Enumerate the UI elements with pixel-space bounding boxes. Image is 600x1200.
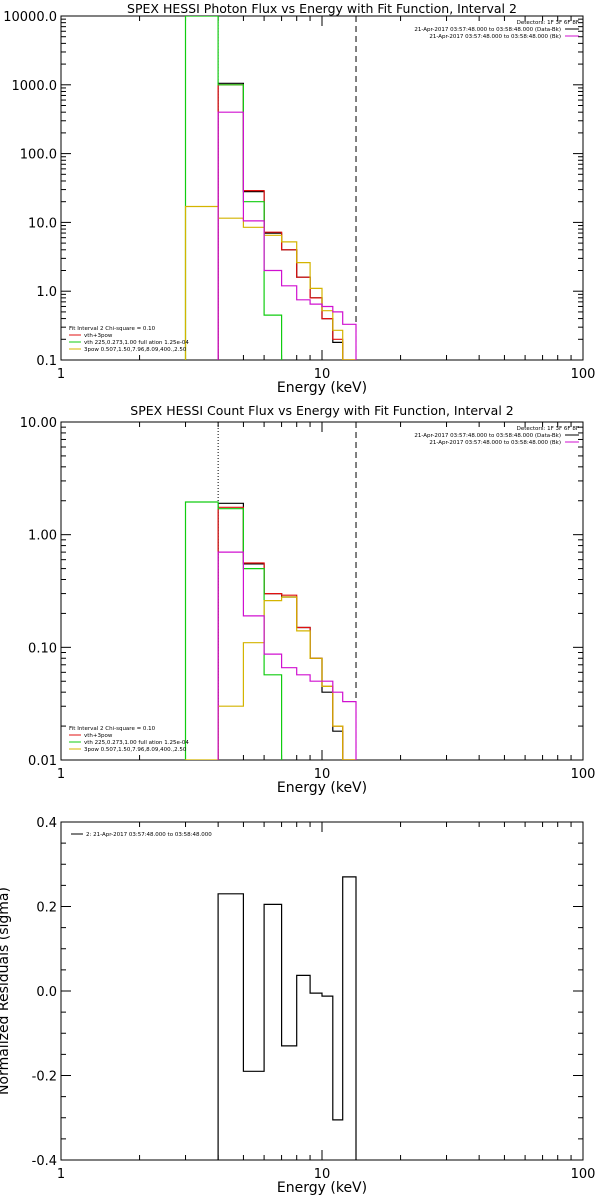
y-axis-label: Normalized Residuals (sigma) xyxy=(0,887,12,1095)
legend-entry-label: 21-Apr-2017 03:57:48.000 to 03:58:48.000… xyxy=(429,34,561,40)
fit-legend-label: vth 225,0.273,1.00 full ation 1.25e-04 xyxy=(84,340,189,346)
legend-header: Detectors: 1F 3F 6F 8F xyxy=(517,20,579,26)
series-line-bk xyxy=(217,551,357,760)
legend-entry-label: 21-Apr-2017 03:57:48.000 to 03:58:48.000… xyxy=(414,27,561,33)
plot-frame xyxy=(60,821,584,1161)
y-tick-label: 1000.0 xyxy=(12,79,58,94)
x-tick-label: 1 xyxy=(57,367,65,382)
series-line-bk xyxy=(217,111,357,360)
fit-legend-label: 3pow 0.507,1.50,7.96,8.09,400.,2.50 xyxy=(84,747,187,753)
x-tick-label: 10 xyxy=(314,767,331,782)
fit-legend-label: vth 225,0.273,1.00 full ation 1.25e-04 xyxy=(84,740,189,746)
legend-entry-label: 21-Apr-2017 03:57:48.000 to 03:58:48.000… xyxy=(429,440,561,446)
y-tick-label: 0.0 xyxy=(36,985,57,1000)
x-axis-label: Energy (keV) xyxy=(277,780,367,796)
y-tick-label: 100.0 xyxy=(20,148,57,163)
y-tick-label: 0.01 xyxy=(28,754,57,769)
fit-legend-header: Fit Interval 2 Chi-square = 0.10 xyxy=(69,326,156,332)
x-axis-label: Energy (keV) xyxy=(277,380,367,396)
chart-title: SPEX HESSI Photon Flux vs Energy with Fi… xyxy=(127,1,517,16)
series-line-vth xyxy=(184,501,283,760)
series-group xyxy=(184,501,357,760)
x-tick-label: 100 xyxy=(571,367,596,382)
y-tick-label: 10000.0 xyxy=(3,10,57,25)
x-tick-label: 1 xyxy=(57,1167,65,1182)
series-line-3pow xyxy=(184,205,357,360)
legend-entry-label: 21-Apr-2017 03:57:48.000 to 03:58:48.000… xyxy=(414,433,561,439)
chart-panel-3: 1 10 100 -0.4 -0.2 0.0 0.2 0.4 Energy (keV) Norma… xyxy=(0,816,595,1196)
x-tick-label: 10 xyxy=(314,367,331,382)
x-tick-label: 100 xyxy=(571,1167,596,1182)
series-line-3pow xyxy=(184,596,357,760)
x-tick-label: 10 xyxy=(314,1167,331,1182)
series-line-vth xyxy=(184,16,283,360)
y-tick-label: 1.0 xyxy=(36,285,57,300)
series-group xyxy=(184,16,357,360)
series-line-2-21-apr-2017-03-57-48-000-to-03-58-48-000 xyxy=(217,876,357,1160)
series-line-vth-3pow xyxy=(217,84,357,360)
legend-entry-label: 2: 21-Apr-2017 03:57:48.000 to 03:58:48.… xyxy=(86,832,212,838)
y-tick-label: -0.2 xyxy=(32,1070,57,1085)
chart-panel-2: SPEX HESSI Count Flux vs Energy with Fit… xyxy=(20,403,596,796)
x-axis-label: Energy (keV) xyxy=(277,1180,367,1196)
chart-title: SPEX HESSI Count Flux vs Energy with Fit… xyxy=(130,403,513,418)
y-tick-label: 0.10 xyxy=(28,641,57,656)
y-tick-label: 10.0 xyxy=(28,216,57,231)
y-tick-label: 10.00 xyxy=(20,416,57,431)
fit-legend-header: Fit Interval 2 Chi-square = 0.10 xyxy=(69,726,156,732)
y-tick-label: 0.4 xyxy=(36,816,57,831)
fit-legend-label: vth+3pow xyxy=(84,733,113,739)
series-line-data-bk xyxy=(217,82,357,360)
y-tick-label: 0.1 xyxy=(36,354,57,369)
plot-frame xyxy=(60,421,584,761)
x-tick-label: 100 xyxy=(571,767,596,782)
series-group xyxy=(217,876,357,1160)
y-tick-label: -0.4 xyxy=(32,1154,57,1169)
fit-legend-label: 3pow 0.507,1.50,7.96,8.09,400.,2.50 xyxy=(84,347,187,353)
y-tick-label: 0.2 xyxy=(36,901,57,916)
legend-header: Detectors: 1F 3F 6F 8F xyxy=(517,426,579,432)
y-tick-label: 1.00 xyxy=(28,529,57,544)
chart-panel-1: SPEX HESSI Photon Flux vs Energy with Fi… xyxy=(3,1,595,396)
fit-legend-label: vth+3pow xyxy=(84,333,113,339)
x-tick-label: 1 xyxy=(57,767,65,782)
